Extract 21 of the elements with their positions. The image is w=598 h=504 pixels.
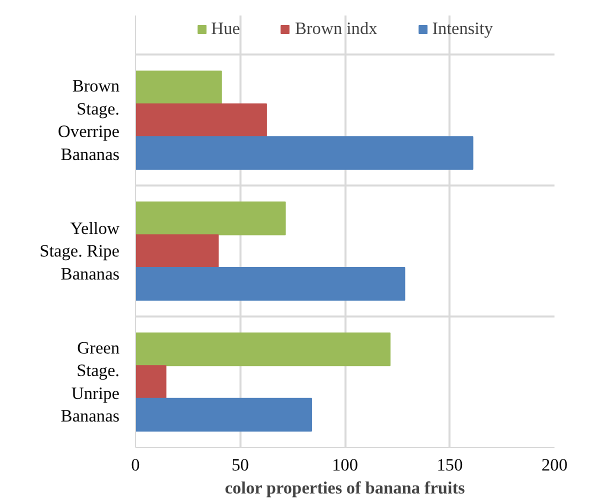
bar xyxy=(136,398,312,432)
bar xyxy=(136,234,219,268)
y-tick-label: Green Stage. Unripe Bananas xyxy=(60,338,120,426)
x-tick-label: 100 xyxy=(332,456,358,474)
y-tick-label: Yellow Stage. Ripe Bananas xyxy=(40,218,120,284)
bar xyxy=(136,332,391,366)
legend-label: Intensity xyxy=(432,19,493,39)
x-tick-label: 0 xyxy=(131,456,140,474)
bar xyxy=(136,70,222,104)
x-tick-label: 150 xyxy=(436,456,463,474)
bar xyxy=(136,103,267,138)
legend-label: Hue xyxy=(211,19,240,39)
bar xyxy=(136,267,406,301)
legend-label: Brown indx xyxy=(294,19,378,39)
y-tick-label: Brown Stage. Overripe Bananas xyxy=(58,76,120,164)
bar xyxy=(136,202,286,236)
x-tick-label: 50 xyxy=(232,456,249,474)
x-axis-title: color properties of banana fruits xyxy=(224,478,466,498)
x-tick-label: 200 xyxy=(542,456,568,474)
bar xyxy=(136,365,166,399)
bar xyxy=(136,136,474,170)
